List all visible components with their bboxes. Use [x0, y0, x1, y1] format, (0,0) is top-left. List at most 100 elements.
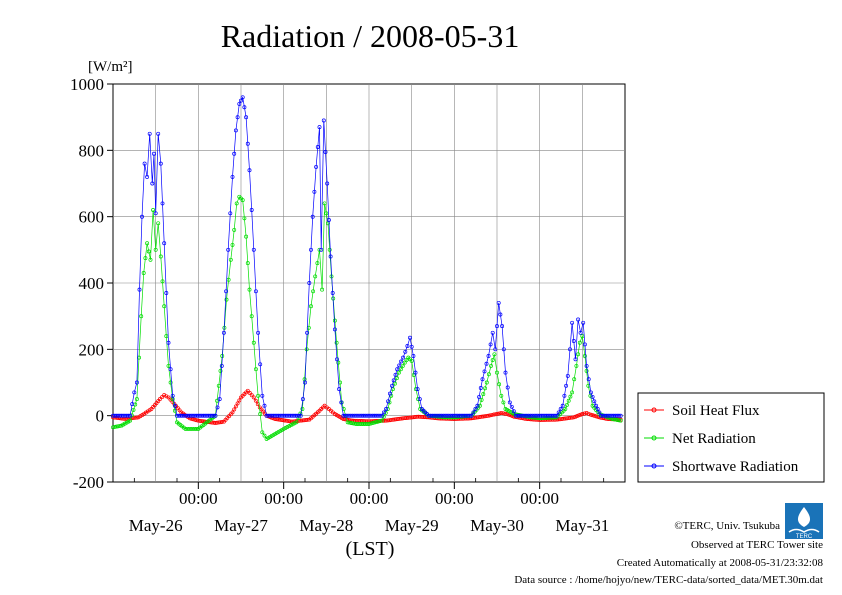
data-point: [378, 413, 382, 418]
data-series: [111, 95, 623, 441]
data-point: [239, 98, 243, 103]
data-point: [370, 421, 375, 425]
data-point: [325, 181, 330, 186]
data-point: [244, 234, 249, 239]
data-point: [568, 347, 572, 352]
data-point: [503, 411, 508, 416]
data-point: [609, 413, 614, 418]
data-point: [517, 413, 522, 418]
data-point: [390, 383, 394, 388]
data-point: [467, 413, 472, 418]
data-point: [326, 218, 331, 222]
data-point: [160, 395, 165, 400]
data-point: [182, 413, 187, 418]
data-point: [320, 287, 325, 292]
data-point: [588, 412, 593, 417]
data-point: [503, 370, 508, 375]
data-point: [137, 287, 142, 292]
data-point: [480, 377, 485, 382]
data-point: [592, 399, 597, 404]
data-point: [397, 363, 402, 368]
data-point: [374, 413, 379, 418]
data-point: [411, 354, 416, 358]
data-point: [249, 314, 254, 319]
data-point: [497, 382, 502, 387]
data-point: [384, 407, 389, 411]
data-point: [260, 393, 265, 398]
data-point: [515, 413, 520, 418]
data-point: [599, 413, 604, 418]
data-point: [247, 287, 252, 292]
data-point: [565, 373, 570, 378]
data-point: [497, 411, 502, 416]
data-point: [572, 377, 577, 382]
data-point: [558, 407, 563, 411]
data-point: [232, 151, 237, 156]
data-point: [151, 208, 156, 212]
data-point: [484, 361, 489, 366]
data-point: [164, 394, 169, 399]
data-point: [394, 376, 399, 381]
data-point: [584, 363, 589, 368]
data-point: [439, 413, 444, 418]
data-point: [530, 413, 535, 418]
data-point: [448, 413, 453, 418]
data-point: [145, 174, 150, 179]
data-point: [334, 340, 339, 345]
data-point: [376, 419, 381, 424]
data-point: [339, 400, 344, 405]
data-point: [305, 417, 310, 422]
data-point: [618, 413, 623, 418]
data-point: [324, 211, 329, 216]
data-point: [489, 363, 493, 368]
data-point: [590, 413, 595, 418]
data-point: [501, 347, 506, 352]
data-point: [383, 410, 388, 415]
data-point: [361, 422, 366, 426]
y-tick-label: 1000: [70, 75, 104, 94]
data-point: [528, 413, 533, 418]
data-point: [142, 161, 147, 166]
y-tick-label: -200: [73, 473, 104, 492]
y-tick-label: 800: [79, 141, 105, 160]
data-point: [317, 125, 322, 130]
data-point: [117, 423, 122, 428]
data-point: [417, 397, 422, 402]
created-text: Created Automatically at 2008-05-31/23:3…: [617, 557, 824, 569]
data-point: [332, 327, 337, 332]
data-point: [379, 418, 384, 423]
data-point: [194, 426, 199, 431]
data-point: [249, 393, 254, 398]
data-point: [242, 216, 247, 221]
data-point: [235, 401, 240, 406]
data-point: [568, 394, 573, 399]
data-point: [393, 372, 398, 377]
data-point: [221, 330, 226, 335]
data-point: [506, 412, 511, 417]
data-point: [367, 422, 371, 426]
data-point: [253, 398, 258, 403]
data-point: [139, 314, 144, 319]
data-point: [156, 131, 161, 136]
data-point: [428, 413, 433, 418]
data-point: [232, 407, 237, 412]
wave-icon: [788, 528, 820, 533]
data-point: [500, 324, 505, 329]
data-point: [300, 407, 305, 411]
data-point: [128, 418, 133, 423]
data-point: [378, 419, 382, 424]
y-axis: 1000 800 600 400 200 0 -200: [70, 75, 113, 492]
data-point: [370, 413, 375, 418]
data-point: [571, 415, 576, 420]
data-point: [581, 320, 586, 325]
data-point: [523, 413, 527, 418]
data-point: [172, 403, 177, 408]
data-point: [187, 413, 192, 418]
data-point: [336, 360, 341, 365]
data-point: [138, 414, 143, 419]
data-point: [618, 418, 623, 423]
data-point: [218, 368, 223, 373]
data-point: [237, 398, 242, 403]
data-point: [488, 413, 493, 418]
data-point: [323, 150, 328, 154]
